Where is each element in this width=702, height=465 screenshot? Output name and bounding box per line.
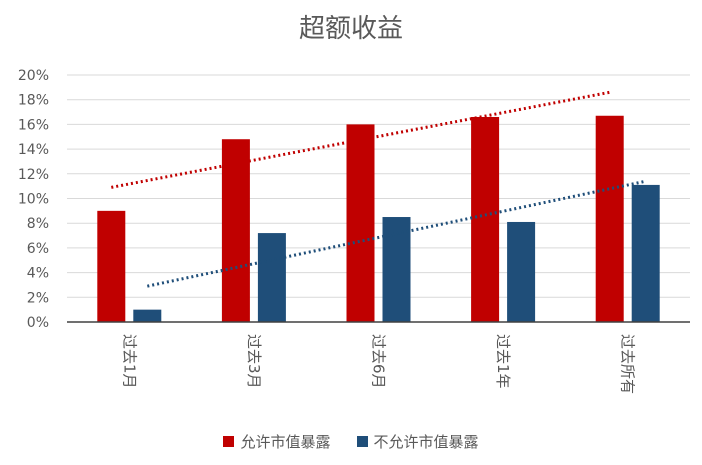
- legend-item: 允许市值暴露: [223, 431, 331, 452]
- bar: [382, 217, 411, 322]
- bar: [507, 221, 536, 322]
- trendlines: [111, 90, 647, 288]
- bar: [221, 139, 250, 322]
- bar: [631, 184, 660, 322]
- bar: [471, 116, 500, 323]
- bar: [595, 115, 624, 322]
- y-tick-label: 6%: [27, 241, 49, 257]
- bar-chart: 0% 2% 4% 6% 8% 10% 12% 14% 16% 18% 20% 过去1月 过去3月 过去6…: [18, 68, 690, 394]
- x-category-label: 过去3月: [245, 334, 263, 389]
- bars: [97, 115, 660, 323]
- bar: [133, 309, 162, 322]
- legend-swatch: [223, 436, 235, 447]
- y-tick-label: 14%: [18, 142, 49, 158]
- legend-label: 不允许市值暴露: [373, 433, 479, 451]
- y-tick-label: 0%: [27, 315, 49, 331]
- x-axis-categories: 过去1月 过去3月 过去6月 过去1年 过去所有: [120, 334, 636, 394]
- x-category-label: 过去1年: [494, 334, 512, 389]
- y-tick-label: 8%: [27, 216, 49, 232]
- bar: [97, 210, 126, 322]
- legend-label: 允许市值暴露: [240, 433, 331, 451]
- x-category-label: 过去所有: [619, 334, 637, 394]
- x-category-label: 过去1月: [120, 334, 138, 389]
- y-axis-ticks: 0% 2% 4% 6% 8% 10% 12% 14% 16% 18% 20%: [18, 68, 49, 331]
- bar: [257, 233, 286, 322]
- y-tick-label: 18%: [18, 93, 49, 109]
- x-category-label: 过去6月: [370, 334, 388, 389]
- y-tick-label: 16%: [18, 117, 49, 133]
- y-tick-label: 20%: [18, 68, 49, 84]
- legend: 允许市值暴露 不允许市值暴露: [0, 431, 702, 452]
- legend-item: 不允许市值暴露: [356, 431, 479, 452]
- gridlines: [67, 74, 690, 298]
- bar: [346, 124, 375, 323]
- y-tick-label: 10%: [18, 192, 49, 208]
- legend-swatch: [356, 436, 368, 447]
- y-tick-label: 2%: [27, 290, 49, 306]
- y-tick-label: 12%: [18, 167, 49, 183]
- y-tick-label: 4%: [27, 266, 49, 282]
- chart-title: 超额收益: [298, 14, 403, 44]
